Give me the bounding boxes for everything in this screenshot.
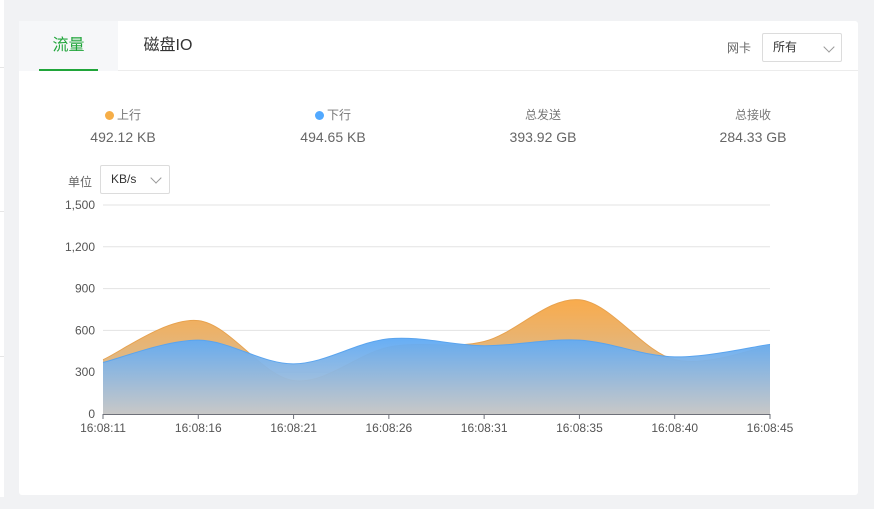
y-tick-label: 1,500 [65, 198, 95, 212]
tab-disk-io-label: 磁盘IO [143, 37, 193, 54]
stat-total-sent-value: 393.92 GB [509, 129, 577, 145]
tab-traffic[interactable]: 流量 [19, 21, 118, 71]
stat-total-sent-label: 总发送 [524, 108, 561, 122]
stat-upload: 上行 492.12 KB [53, 107, 193, 145]
nic-select-value: 所有 [773, 40, 798, 54]
tab-disk-io[interactable]: 磁盘IO [118, 21, 218, 71]
stat-download-label: 下行 [326, 108, 351, 122]
stat-total-received-value: 284.33 GB [719, 129, 787, 145]
divider [0, 67, 4, 68]
stat-total-received-label: 总接收 [734, 108, 771, 122]
x-tick-label: 16:08:26 [365, 421, 412, 435]
x-tick-label: 16:08:31 [461, 421, 508, 435]
unit-label: 单位 [68, 175, 93, 189]
upload-legend-dot [104, 111, 114, 120]
download-series-area-line [102, 337, 771, 365]
download-legend-dot [314, 111, 324, 120]
y-tick-label: 1,200 [65, 240, 95, 254]
divider [0, 356, 4, 357]
nic-select[interactable]: 所有 [762, 33, 842, 62]
download-series-area [103, 338, 770, 414]
monitor-card: 流量 磁盘IO 网卡 所有 上行 492.12 KB 下行 494.65 KB … [19, 21, 858, 495]
unit-select[interactable]: KB/s [100, 165, 170, 194]
stat-upload-value: 492.12 KB [90, 129, 156, 145]
stat-upload-label: 上行 [116, 108, 141, 122]
x-tick-label: 16:08:45 [747, 421, 794, 435]
y-tick-label: 600 [75, 323, 95, 337]
stat-download: 下行 494.65 KB [263, 107, 403, 145]
y-tick-label: 900 [75, 282, 95, 296]
stat-total-sent: 总发送 393.92 GB [473, 107, 613, 145]
x-tick-label: 16:08:40 [651, 421, 698, 435]
active-tab-underline [39, 69, 98, 71]
nic-label: 网卡 [727, 41, 752, 55]
y-tick-label: 300 [75, 365, 95, 379]
tab-traffic-label: 流量 [52, 37, 85, 54]
tab-bar: 流量 磁盘IO 网卡 所有 [19, 21, 858, 71]
x-tick-label: 16:08:21 [270, 421, 317, 435]
stat-download-value: 494.65 KB [300, 129, 366, 145]
divider [0, 211, 4, 212]
stat-total-received: 总接收 284.33 GB [683, 107, 823, 145]
y-tick-label: 0 [88, 407, 95, 421]
x-tick-label: 16:08:35 [556, 421, 603, 435]
unit-select-value: KB/s [111, 172, 137, 186]
x-tick-label: 16:08:11 [80, 421, 126, 435]
left-panel-edge [0, 0, 4, 497]
traffic-chart: 0 300 600 900 1,200 1,500 16:08:11 16:08:16 16:0… [65, 198, 794, 435]
x-tick-label: 16:08:16 [175, 421, 222, 435]
